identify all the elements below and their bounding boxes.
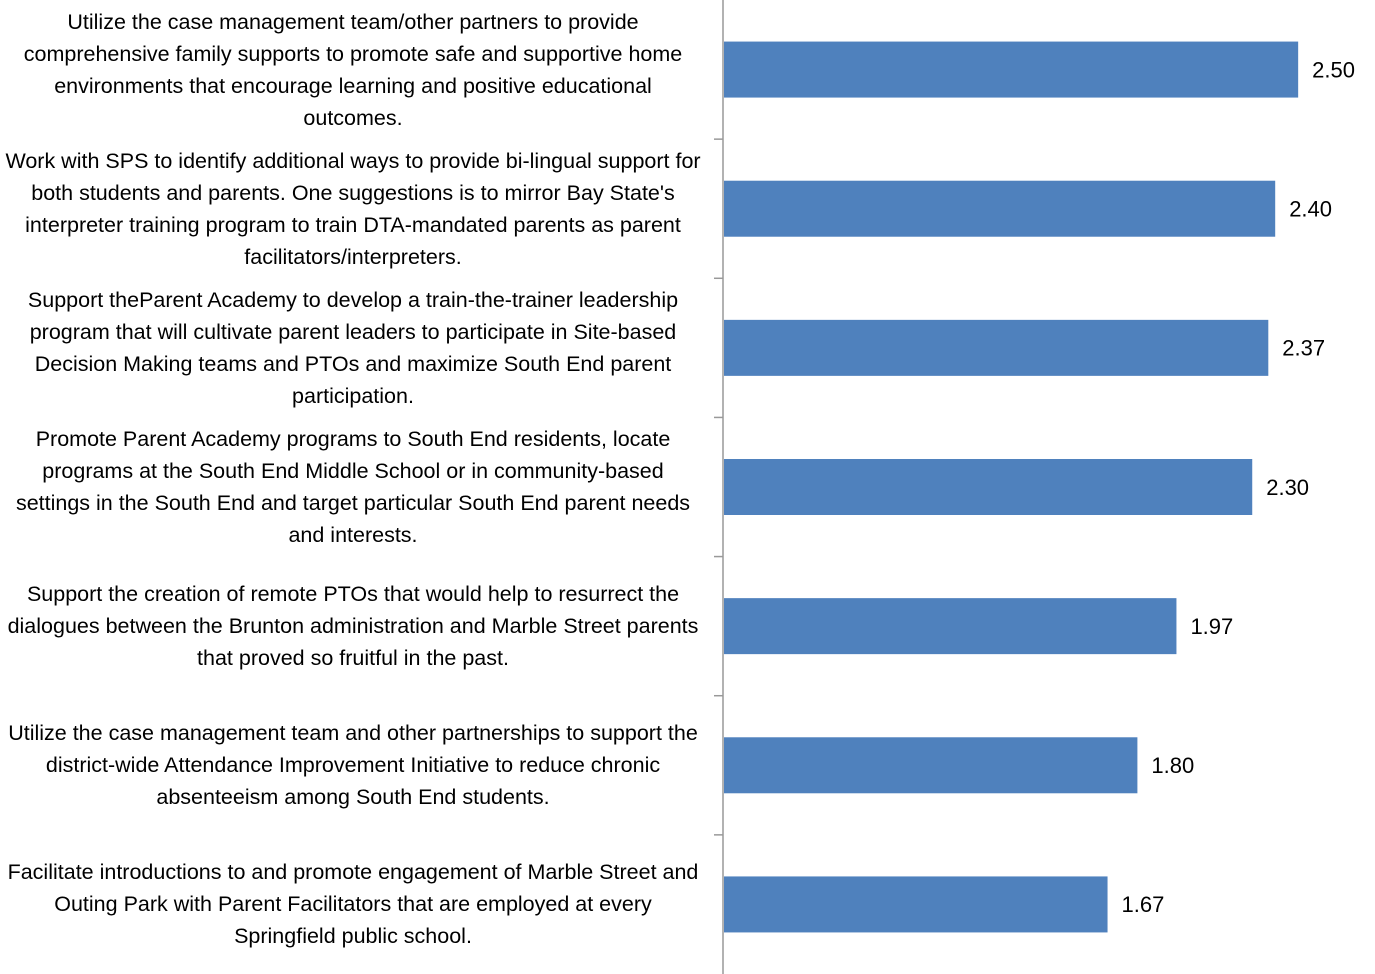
value-label: 1.67 <box>1122 892 1165 917</box>
value-label: 1.97 <box>1190 614 1233 639</box>
category-label: Facilitate introductions to and promote … <box>7 860 699 949</box>
bar <box>724 876 1108 933</box>
value-label: 2.30 <box>1266 475 1309 500</box>
category-label: Utilize the case management team and oth… <box>8 721 698 810</box>
bar <box>724 41 1299 98</box>
category-label: Support the creation of remote PTOs that… <box>7 582 699 671</box>
category-label: Work with SPS to identify additional way… <box>5 148 701 269</box>
bar <box>724 459 1253 515</box>
category-label: Support theParent Academy to develop a t… <box>27 287 679 408</box>
bar <box>724 598 1177 655</box>
value-label: 2.50 <box>1312 57 1355 82</box>
bar <box>724 319 1269 376</box>
value-label: 1.80 <box>1151 753 1194 778</box>
category-label: Utilize the case management team/other p… <box>23 9 683 130</box>
value-label: 2.40 <box>1289 197 1332 222</box>
category-label: Promote Parent Academy programs to South… <box>15 426 691 547</box>
bar <box>724 737 1138 794</box>
bar <box>724 180 1276 237</box>
value-label: 2.37 <box>1282 336 1325 361</box>
